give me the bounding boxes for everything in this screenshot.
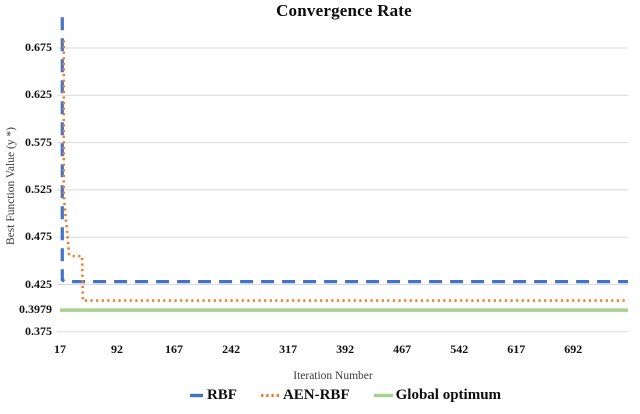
x-tick-label-542: 542 bbox=[450, 342, 469, 356]
x-tick-label-392: 392 bbox=[336, 342, 355, 356]
legend-label-rbf: RBF bbox=[206, 387, 237, 403]
legend-item-rbf: RBF bbox=[189, 387, 237, 404]
y-tick-label-0_425: 0.425 bbox=[25, 276, 52, 291]
x-tick-label-692: 692 bbox=[564, 342, 583, 356]
legend-item-global-optimum: Global optimum bbox=[373, 387, 502, 404]
x-axis-title: Iteration Number bbox=[293, 370, 373, 382]
y-tick-label-0_625: 0.625 bbox=[25, 87, 52, 102]
x-tick-label-317: 317 bbox=[279, 342, 298, 356]
y-tick-label-0_475: 0.475 bbox=[25, 229, 52, 244]
legend: RBF AEN-RBF Global optimum bbox=[50, 387, 640, 404]
rbf-dash-marker-icon bbox=[189, 393, 203, 398]
global-optimum-line-marker-icon bbox=[373, 393, 393, 398]
series-line-rbf bbox=[60, 17, 628, 284]
x-tick-label-467: 467 bbox=[393, 342, 412, 356]
x-tick-label-92: 92 bbox=[111, 342, 124, 356]
series-line-aen-rbf bbox=[62, 40, 628, 302]
x-tick-label-167: 167 bbox=[165, 342, 184, 356]
legend-item-aen-rbf: AEN-RBF bbox=[260, 387, 350, 404]
y-tick-label-0_675: 0.675 bbox=[25, 40, 52, 54]
aen-rbf-dotted-marker-icon bbox=[260, 394, 280, 397]
y-tick-label-0_375: 0.375 bbox=[25, 323, 52, 338]
x-tick-label-617: 617 bbox=[507, 342, 526, 356]
y-tick-label-0_525: 0.525 bbox=[25, 181, 52, 196]
legend-label-aen-rbf: AEN-RBF bbox=[282, 387, 350, 403]
legend-label-global-optimum: Global optimum bbox=[395, 387, 502, 403]
x-tick-label-17: 17 bbox=[54, 342, 66, 356]
y-tick-label-0_3979: 0.3979 bbox=[19, 302, 52, 317]
chart-title: Convergence Rate bbox=[276, 1, 412, 20]
y-tick-label-0_575: 0.575 bbox=[25, 134, 52, 149]
x-tick-label-242: 242 bbox=[222, 342, 241, 356]
